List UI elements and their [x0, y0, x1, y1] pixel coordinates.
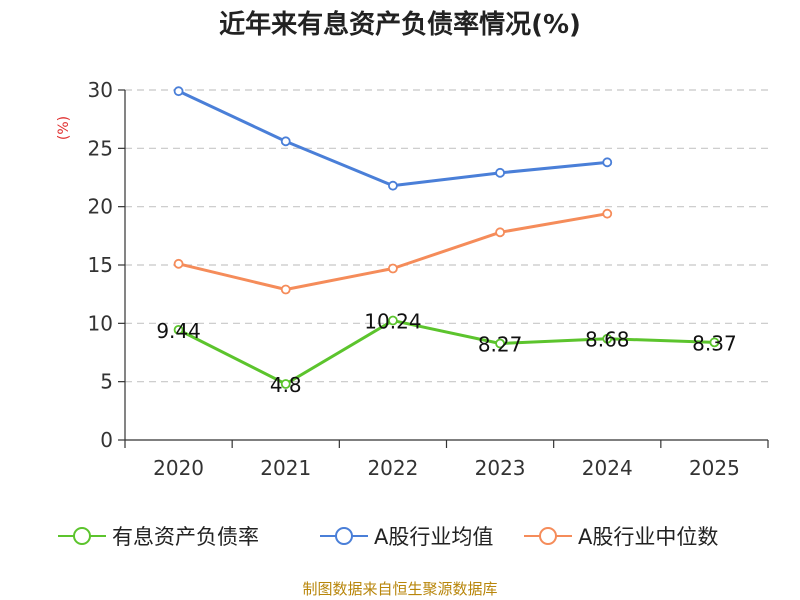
x-tick-label: 2023: [475, 456, 526, 480]
data-label: 8.27: [478, 333, 523, 357]
data-point: [495, 167, 505, 178]
y-tick-label: 25: [88, 136, 113, 160]
data-label: 9.44: [156, 319, 201, 343]
y-tick-label: 15: [88, 253, 113, 277]
y-axis-label: (%): [56, 116, 72, 140]
data-point: [602, 208, 613, 219]
y-tick-label: 20: [88, 195, 113, 219]
x-tick-label: 2020: [153, 456, 204, 480]
data-point: [173, 258, 184, 269]
legend-item-median: A股行业中位数: [524, 518, 718, 554]
data-point: [173, 86, 184, 97]
data-point: [709, 337, 720, 348]
legend-marker-ratio: [58, 527, 106, 545]
chart-title: 近年来有息资产负债率情况(%): [219, 10, 581, 40]
data-point: [280, 379, 291, 389]
data-point: [495, 227, 505, 238]
data-point: [280, 284, 291, 295]
x-tick-label: 2022: [367, 456, 418, 480]
series-line-1: [177, 89, 608, 188]
data-labels: 9.44 4.8 10.24 8.27 8.68 8.37: [156, 310, 736, 397]
grid-lines: [125, 89, 768, 383]
legend-item-mean: A股行业均值: [320, 518, 493, 554]
data-label: 8.37: [692, 331, 737, 355]
data-point: [280, 136, 291, 147]
series-line-2: [178, 212, 608, 291]
data-point: [602, 333, 613, 344]
data-point: [495, 338, 505, 349]
y-tick-label: 10: [88, 311, 113, 335]
legend-marker-mean: [320, 527, 368, 545]
source-note: 制图数据来自恒生聚源数据库: [302, 580, 498, 598]
data-point: [388, 315, 398, 326]
legend-item-ratio: 有息资产负债率: [58, 518, 259, 554]
y-tick-label: 30: [88, 78, 113, 102]
x-tick-label: 2021: [260, 456, 311, 480]
data-point: [388, 180, 398, 191]
legend-marker-median: [524, 527, 572, 545]
data-point: [602, 157, 613, 168]
data-point: [173, 324, 184, 335]
series-lines: [173, 86, 720, 389]
data-label: 4.8: [270, 373, 302, 397]
legend-label-mean: A股行业均值: [374, 525, 494, 549]
y-tick-label: 5: [100, 370, 113, 394]
x-tick-label: 2025: [689, 456, 740, 480]
data-label: 8.68: [585, 328, 630, 352]
legend-label-median: A股行业中位数: [578, 525, 719, 549]
data-point: [388, 263, 398, 274]
y-tick-label: 0: [100, 428, 113, 452]
legend-label-ratio: 有息资产负债率: [112, 525, 259, 549]
series-line-0: [177, 319, 715, 386]
data-label: 10.24: [364, 310, 421, 334]
x-tick-label: 2024: [582, 456, 633, 480]
